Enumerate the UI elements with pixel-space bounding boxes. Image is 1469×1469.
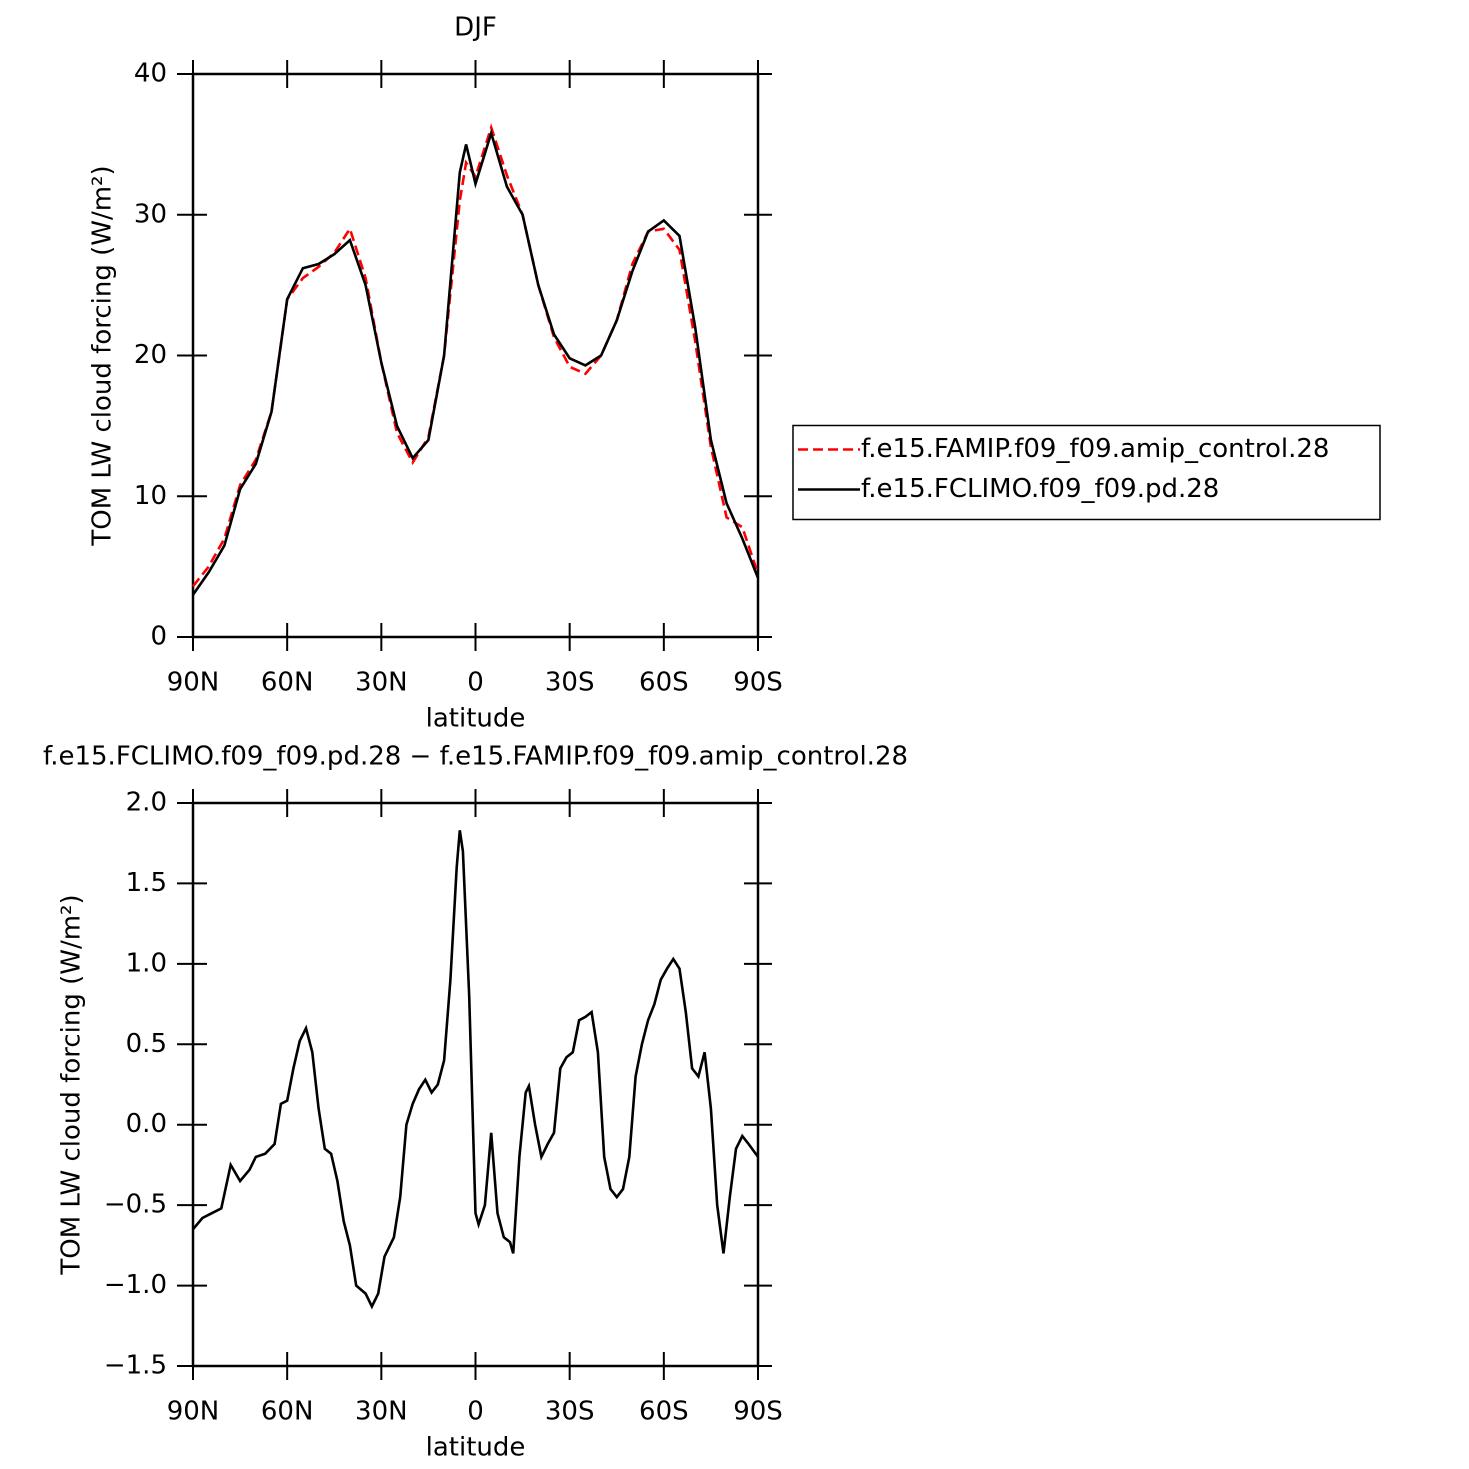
y-tick-label: 0.5 xyxy=(126,1029,167,1059)
x-tick-label: 60S xyxy=(639,1397,689,1427)
y-axis-label: TOM LW cloud forcing (W/m²) xyxy=(57,894,87,1275)
x-tick-label: 60N xyxy=(261,668,314,698)
x-axis-label: latitude xyxy=(426,1433,526,1463)
y-axis-label: TOM LW cloud forcing (W/m²) xyxy=(88,165,118,546)
x-tick-label: 60S xyxy=(639,668,689,698)
x-tick-label: 30S xyxy=(545,1397,595,1427)
y-tick-label: 30 xyxy=(134,199,167,229)
y-tick-label: −0.5 xyxy=(104,1190,167,1220)
y-tick-label: −1.5 xyxy=(104,1351,167,1381)
x-tick-label: 30N xyxy=(355,1397,408,1427)
legend-label: f.e15.FAMIP.f09_f09.amip_control.28 xyxy=(861,434,1329,464)
data-line xyxy=(191,123,760,588)
plot-frame xyxy=(191,72,760,639)
y-tick-label: 1.0 xyxy=(126,948,167,978)
x-tick-label: 60N xyxy=(261,1397,314,1427)
chart-title: f.e15.FCLIMO.f09_f09.pd.28 − f.e15.FAMIP… xyxy=(43,742,908,772)
legend-label: f.e15.FCLIMO.f09_f09.pd.28 xyxy=(861,474,1219,504)
plot-frame xyxy=(191,801,760,1368)
x-tick-label: 30N xyxy=(355,668,408,698)
x-tick-label: 90N xyxy=(167,668,220,698)
data-line xyxy=(192,830,760,1310)
y-tick-label: 10 xyxy=(134,481,167,511)
x-tick-label: 90S xyxy=(733,668,783,698)
x-tick-label: 90S xyxy=(733,1397,783,1427)
x-axis-label: latitude xyxy=(426,704,526,734)
y-tick-label: 0 xyxy=(150,622,167,652)
legend-box xyxy=(792,424,1381,521)
y-tick-label: 2.0 xyxy=(126,788,167,818)
y-tick-label: 1.5 xyxy=(126,868,167,898)
y-tick-label: −1.0 xyxy=(104,1270,167,1300)
y-tick-label: 20 xyxy=(134,340,167,370)
chart-title: DJF xyxy=(454,13,497,43)
x-tick-label: 0 xyxy=(467,1397,484,1427)
data-line xyxy=(191,128,760,596)
x-tick-label: 0 xyxy=(467,668,484,698)
y-tick-label: 0.0 xyxy=(126,1109,167,1139)
x-tick-label: 30S xyxy=(545,668,595,698)
x-tick-label: 90N xyxy=(167,1397,220,1427)
y-tick-label: 40 xyxy=(134,59,167,89)
